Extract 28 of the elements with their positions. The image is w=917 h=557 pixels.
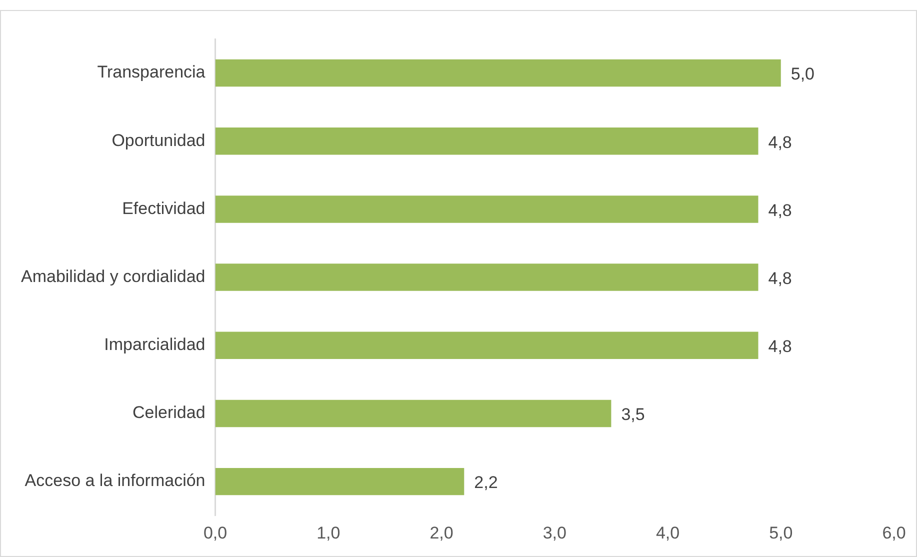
bar [215,59,781,87]
y-tick-label: Efectividad [122,198,206,218]
y-tick-label: Celeridad [132,403,206,422]
data-label: 2,2 [474,473,498,492]
bar [215,128,758,155]
data-label: 3,5 [621,405,645,424]
x-tick-label: 5,0 [769,523,793,542]
x-tick-label: 1,0 [316,523,340,542]
data-label: 5,0 [790,64,815,84]
data-label: 4,8 [768,337,792,356]
x-tick-label: 3,0 [542,523,566,542]
data-label: 4,8 [768,268,792,288]
bar [215,332,758,360]
data-label: 4,8 [768,132,792,152]
y-tick-label: Imparcialidad [104,335,206,354]
y-tick-label: Acceso a la información [24,471,206,490]
bar [215,196,758,223]
x-tick-label: 2,0 [430,523,454,542]
bar [215,468,464,496]
data-label: 4,8 [768,200,792,220]
y-tick-label: Oportunidad [112,130,206,150]
y-tick-label: Transparencia [97,62,206,82]
x-tick-label: 6,0 [882,523,906,542]
x-tick-label: 4,0 [656,523,680,542]
bar [215,264,758,291]
x-tick-label: 0,0 [203,523,228,542]
y-tick-label: Amabilidad y cordialidad [20,266,206,286]
bar [215,400,612,428]
